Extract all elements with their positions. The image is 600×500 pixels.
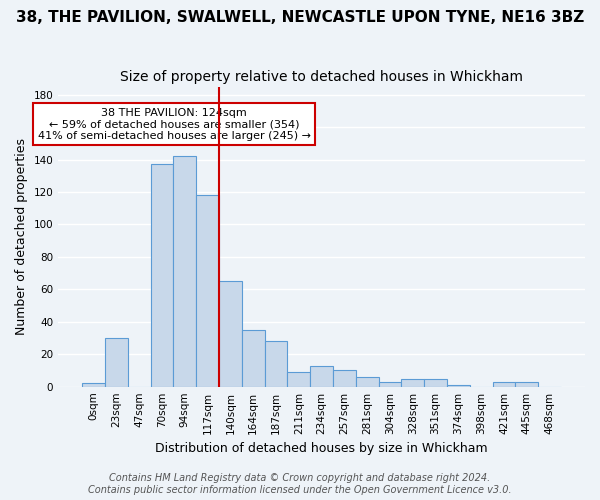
Bar bbox=[401, 378, 424, 386]
Bar bbox=[173, 156, 196, 386]
Bar bbox=[333, 370, 356, 386]
Bar bbox=[265, 342, 287, 386]
Bar bbox=[219, 281, 242, 386]
Bar bbox=[310, 366, 333, 386]
Bar bbox=[447, 385, 470, 386]
Bar bbox=[105, 338, 128, 386]
Bar bbox=[82, 384, 105, 386]
Bar bbox=[379, 382, 401, 386]
Bar bbox=[493, 382, 515, 386]
Bar bbox=[287, 372, 310, 386]
Text: Contains HM Land Registry data © Crown copyright and database right 2024.
Contai: Contains HM Land Registry data © Crown c… bbox=[88, 474, 512, 495]
Bar bbox=[515, 382, 538, 386]
Bar bbox=[196, 195, 219, 386]
Bar bbox=[151, 164, 173, 386]
X-axis label: Distribution of detached houses by size in Whickham: Distribution of detached houses by size … bbox=[155, 442, 488, 455]
Title: Size of property relative to detached houses in Whickham: Size of property relative to detached ho… bbox=[120, 70, 523, 84]
Text: 38, THE PAVILION, SWALWELL, NEWCASTLE UPON TYNE, NE16 3BZ: 38, THE PAVILION, SWALWELL, NEWCASTLE UP… bbox=[16, 10, 584, 25]
Bar bbox=[356, 377, 379, 386]
Bar bbox=[424, 378, 447, 386]
Text: 38 THE PAVILION: 124sqm
← 59% of detached houses are smaller (354)
41% of semi-d: 38 THE PAVILION: 124sqm ← 59% of detache… bbox=[38, 108, 311, 141]
Bar bbox=[242, 330, 265, 386]
Y-axis label: Number of detached properties: Number of detached properties bbox=[15, 138, 28, 335]
